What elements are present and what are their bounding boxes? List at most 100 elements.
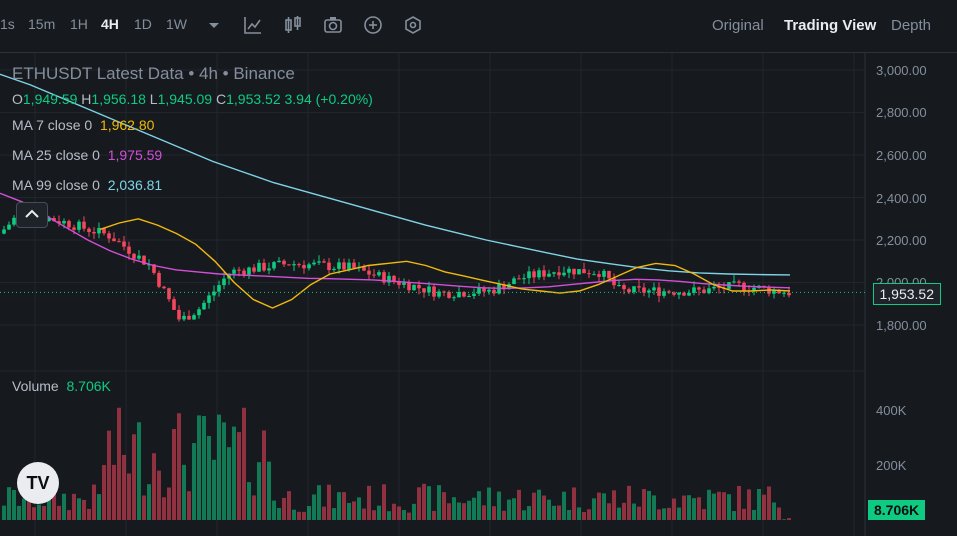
close-label: C: [215, 91, 227, 107]
volume-bar: [257, 462, 261, 520]
candle-body: [512, 278, 516, 285]
interval-1d[interactable]: 1D: [134, 16, 152, 32]
volume-bar: [492, 506, 496, 520]
volume-bar: [757, 488, 761, 520]
volume-bar: [577, 507, 581, 520]
ma99-legend: MA 99 close 0 2,036.81: [12, 177, 162, 193]
volume-bar: [147, 484, 151, 520]
volume-value: 8.706K: [66, 378, 111, 394]
candle-body: [642, 287, 646, 293]
candle-body: [787, 292, 791, 296]
volume-legend: Volume 8.706K: [12, 378, 111, 394]
volume-bar: [87, 508, 91, 520]
plus-circle-icon[interactable]: [362, 14, 384, 36]
price-chart[interactable]: [0, 53, 957, 536]
candle-body: [432, 286, 436, 297]
collapse-legend-button[interactable]: [16, 202, 48, 228]
volume-bar: [282, 497, 286, 520]
candle-body: [422, 288, 426, 293]
candle-body: [692, 287, 696, 293]
candle-body: [362, 266, 366, 271]
candle-body: [57, 221, 61, 224]
interval-4h[interactable]: 4H: [101, 16, 119, 32]
volume-bar: [432, 510, 436, 520]
interval-15m[interactable]: 15m: [28, 16, 56, 32]
volume-bar: [327, 484, 331, 520]
camera-icon[interactable]: [322, 14, 344, 36]
volume-bar: [162, 497, 166, 520]
chart-toolbar: 1s 15m 1H 4H 1D 1W Original Trading View…: [0, 0, 957, 53]
candle-body: [522, 278, 526, 280]
candle-body: [502, 284, 506, 290]
candle-body: [287, 264, 291, 266]
candle-body: [577, 269, 581, 275]
interval-1s[interactable]: 1s: [0, 16, 15, 32]
volume-bar: [772, 502, 776, 520]
volume-bar: [762, 494, 766, 520]
candle-body: [102, 227, 106, 234]
ma7-legend: MA 7 close 0 1,962.80: [12, 117, 154, 133]
volume-bar: [167, 487, 171, 520]
volume-bar: [392, 503, 396, 520]
volume-bar: [92, 484, 96, 520]
tab-original[interactable]: Original: [712, 17, 764, 34]
volume-bar: [62, 493, 66, 520]
volume-bar: [782, 519, 786, 520]
candle-body: [192, 315, 196, 320]
volume-bar: [447, 503, 451, 520]
candle-body: [412, 284, 416, 291]
candle-body: [182, 315, 186, 320]
current-price-tag: 1,953.52: [872, 283, 941, 305]
candle-body: [717, 286, 721, 288]
volume-bar: [362, 508, 366, 520]
candle-body: [12, 217, 16, 225]
volume-bar: [47, 490, 51, 520]
volume-bar: [302, 511, 306, 520]
chevron-up-icon: [25, 209, 39, 218]
candle-body: [407, 282, 411, 291]
candle-body: [282, 260, 286, 265]
volume-bar: [292, 509, 296, 520]
ma99-value: 2,036.81: [107, 177, 163, 193]
tradingview-logo[interactable]: TV: [17, 462, 59, 504]
volume-bar: [7, 487, 11, 520]
candle-body: [457, 292, 461, 298]
ohlc-readout: O1,949.59 H1,956.18 L1,945.09 C1,953.52 …: [12, 91, 373, 107]
candle-body: [492, 289, 496, 294]
volume-bar: [562, 491, 566, 520]
chevron-down-icon[interactable]: [203, 14, 225, 36]
volume-bar: [597, 492, 601, 520]
candle-body: [527, 271, 531, 279]
volume-bar: [717, 491, 721, 520]
candle-body: [152, 264, 156, 273]
volume-bar: [707, 489, 711, 520]
volume-bar: [172, 428, 176, 520]
volume-bar: [197, 415, 201, 520]
tab-trading-view[interactable]: Trading View: [784, 17, 877, 34]
volume-bar: [112, 464, 116, 520]
candle-body: [232, 269, 236, 274]
volume-bar: [552, 505, 556, 520]
candle-body: [632, 286, 636, 293]
tab-depth[interactable]: Depth: [891, 17, 932, 34]
price-axis-label: 2,400.00: [876, 191, 927, 206]
volume-bar: [277, 507, 281, 520]
candle-body: [547, 273, 551, 277]
volume-bar: [572, 487, 576, 520]
volume-bar: [77, 498, 81, 520]
candlestick-settings-icon[interactable]: [282, 14, 304, 36]
candle-body: [657, 287, 661, 296]
interval-1h[interactable]: 1H: [70, 16, 88, 32]
interval-1w[interactable]: 1W: [166, 16, 187, 32]
candle-body: [347, 262, 351, 270]
hexagon-settings-icon[interactable]: [402, 14, 424, 36]
volume-bar: [12, 490, 16, 520]
volume-bar: [587, 509, 591, 520]
volume-bar: [317, 485, 321, 520]
high-label: H: [81, 91, 92, 107]
ma99-label: MA 99 close 0: [12, 177, 100, 193]
indicator-icon[interactable]: [242, 14, 264, 36]
volume-bar: [267, 461, 271, 520]
candle-body: [587, 273, 591, 275]
candle-body: [277, 260, 281, 263]
